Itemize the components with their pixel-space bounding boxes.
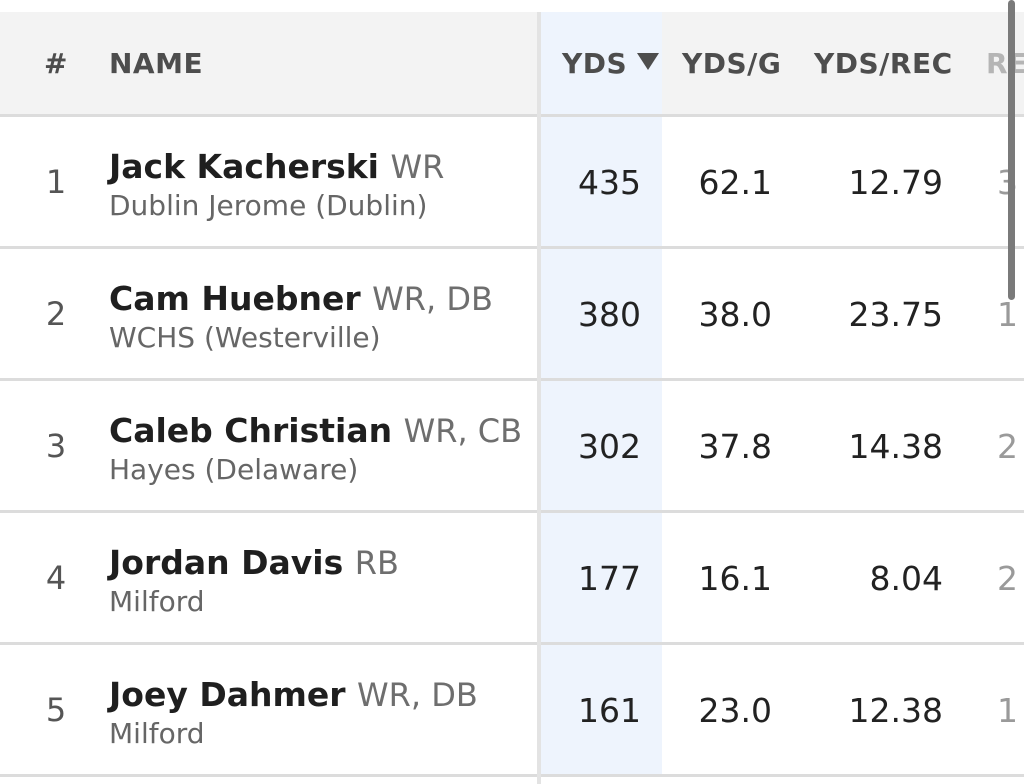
cell-yds-per-rec: 8.04 [869, 559, 943, 598]
row-rank: 2 [45, 295, 67, 333]
column-header-next-partial[interactable]: RE [986, 47, 1024, 80]
cell-yds-per-game: 23.0 [698, 691, 772, 730]
column-header-name[interactable]: NAME [109, 47, 204, 80]
row-rank: 3 [45, 427, 67, 465]
player-position: WR, DB [357, 676, 478, 714]
cell-yds-per-game: 62.1 [698, 163, 772, 202]
cell-yds-per-rec: 23.75 [848, 295, 943, 334]
player-position: WR [390, 148, 445, 186]
player-name[interactable]: Joey Dahmer [109, 675, 346, 714]
cell-yds: 177 [578, 559, 641, 598]
column-header-rank[interactable]: # [44, 47, 68, 80]
player-position: WR, DB [372, 280, 493, 318]
column-header-yds-per-game[interactable]: YDS/G [682, 47, 782, 80]
cell-next-partial: 2 [997, 559, 1018, 598]
sort-down-triangle-icon [637, 53, 660, 70]
table-row-stats[interactable]: 161 23.0 12.38 1 [540, 645, 1024, 777]
table-row[interactable]: 1 Jack Kacherski WR Dublin Jerome (Dubli… [0, 117, 540, 249]
cell-yds-per-rec: 12.38 [848, 691, 943, 730]
player-cell: Jack Kacherski WR Dublin Jerome (Dublin) [109, 147, 444, 225]
cell-yds-per-rec: 12.79 [848, 163, 943, 202]
player-position: WR, CB [403, 412, 523, 450]
table-row[interactable]: 3 Caleb Christian WR, CB Hayes (Delaware… [0, 381, 540, 513]
table-header-left: # NAME [0, 12, 540, 117]
table-row-stats[interactable]: 302 37.8 14.38 2 [540, 381, 1024, 513]
player-name[interactable]: Jordan Davis [109, 543, 344, 582]
player-name[interactable]: Jack Kacherski [109, 147, 379, 186]
player-position: RB [354, 544, 399, 582]
row-rank: 4 [45, 559, 67, 597]
table-row[interactable]: 2 Cam Huebner WR, DB WCHS (Westerville) [0, 249, 540, 381]
vertical-scrollbar[interactable] [1008, 0, 1015, 300]
player-name[interactable]: Cam Huebner [109, 279, 361, 318]
player-school: Hayes (Delaware) [109, 453, 359, 486]
column-header-yds[interactable]: YDS [562, 12, 660, 114]
cell-yds-per-game: 38.0 [698, 295, 772, 334]
table-row-stats[interactable]: 435 62.1 12.79 3 [540, 117, 1024, 249]
table-row[interactable]: 4 Jordan Davis RB Milford [0, 513, 540, 645]
frozen-columns: # NAME 1 Jack Kacherski WR Dublin Jerome… [0, 12, 540, 777]
cell-yds: 435 [578, 163, 641, 202]
player-name[interactable]: Caleb Christian [109, 411, 393, 450]
cell-yds: 161 [578, 691, 641, 730]
cell-yds-per-rec: 14.38 [848, 427, 943, 466]
column-header-yds-label: YDS [562, 47, 628, 80]
table-row-stats[interactable]: 380 38.0 23.75 1 [540, 249, 1024, 381]
table-row[interactable]: 5 Joey Dahmer WR, DB Milford [0, 645, 540, 777]
player-cell: Jordan Davis RB Milford [109, 543, 399, 621]
column-header-yds-per-rec[interactable]: YDS/REC [814, 47, 953, 80]
cell-next-partial: 2 [997, 427, 1018, 466]
frozen-column-divider [537, 12, 541, 784]
row-rank: 1 [45, 163, 67, 201]
table-header-right: YDS YDS/G YDS/REC RE [540, 12, 1024, 117]
player-school: WCHS (Westerville) [109, 321, 381, 354]
player-school: Dublin Jerome (Dublin) [109, 189, 428, 222]
player-cell: Caleb Christian WR, CB Hayes (Delaware) [109, 411, 522, 489]
scrollable-columns[interactable]: YDS YDS/G YDS/REC RE 435 62.1 12.79 3 38… [540, 12, 1024, 777]
cell-yds: 302 [578, 427, 641, 466]
row-rank: 5 [45, 691, 67, 729]
cell-yds-per-game: 16.1 [698, 559, 772, 598]
cell-next-partial: 1 [997, 691, 1018, 730]
cell-yds-per-game: 37.8 [698, 427, 772, 466]
player-school: Milford [109, 717, 205, 750]
cell-next-partial: 1 [997, 295, 1018, 334]
player-cell: Joey Dahmer WR, DB Milford [109, 675, 478, 753]
player-cell: Cam Huebner WR, DB WCHS (Westerville) [109, 279, 493, 357]
table-row-stats[interactable]: 177 16.1 8.04 2 [540, 513, 1024, 645]
sorted-column-highlight [540, 12, 662, 777]
cell-yds: 380 [578, 295, 641, 334]
player-school: Milford [109, 585, 205, 618]
